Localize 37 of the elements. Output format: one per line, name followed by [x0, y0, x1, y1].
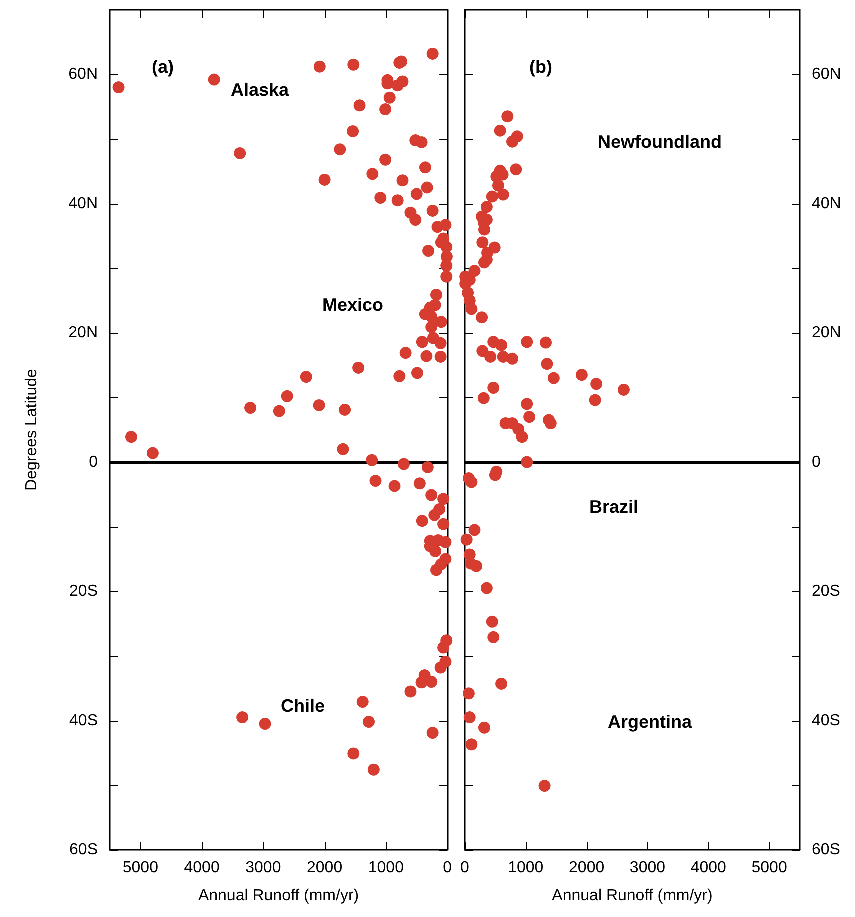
annotation: Alaska: [230, 80, 290, 100]
annotation: (b): [530, 57, 552, 77]
y-tick-label: 60N: [68, 66, 98, 84]
x-tick-label: 5000: [752, 860, 788, 876]
x-axis-title: Annual Runoff (mm/yr): [552, 888, 713, 904]
annotation: Brazil: [589, 497, 639, 517]
x-tick-label: 1000: [368, 860, 404, 876]
y-tick-label: 20S: [70, 583, 98, 600]
x-tick-label: 3000: [246, 860, 282, 876]
y-tick-label: 20N: [68, 324, 98, 342]
x-tick-label: 4000: [184, 860, 220, 876]
y-tick-label: 40S: [812, 712, 840, 730]
y-axis-title: Degrees Latitude: [24, 368, 40, 491]
x-tick-label: 3000: [630, 860, 666, 876]
annotation: Chile: [280, 696, 326, 716]
y-tick-label: 0: [812, 454, 821, 471]
x-tick-label: 0: [443, 860, 452, 876]
y-tick-label: 20N: [812, 324, 842, 342]
x-tick-label: 1000: [508, 860, 544, 876]
x-tick-label: 2000: [307, 860, 343, 876]
annotation: Argentina: [608, 712, 693, 732]
x-axis-title: Annual Runoff (mm/yr): [198, 888, 360, 904]
x-tick-label: 5000: [122, 860, 159, 876]
y-tick-label: 60S: [70, 842, 98, 858]
x-tick-label: 2000: [569, 860, 605, 876]
y-tick-label: 40S: [70, 712, 98, 730]
y-tick-label: 60N: [812, 66, 842, 84]
y-tick-label: 60S: [812, 842, 840, 858]
annotation: Newfoundland: [598, 132, 722, 152]
y-tick-label: 20S: [812, 583, 840, 600]
annotation: (a): [152, 57, 174, 77]
y-tick-label: 40N: [68, 195, 98, 212]
annotation: Mexico: [322, 295, 384, 315]
y-tick-label: 0: [89, 454, 98, 471]
y-tick-label: 40N: [812, 195, 842, 212]
x-tick-label: 4000: [690, 860, 727, 876]
x-tick-label: 0: [460, 860, 470, 876]
